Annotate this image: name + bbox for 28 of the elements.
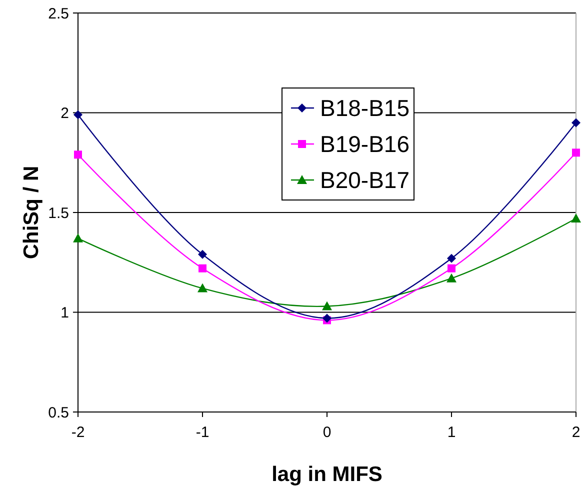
x-tick-label: -1 [196, 424, 210, 441]
point [447, 254, 456, 263]
y-tick-label: 2 [60, 105, 69, 122]
point [572, 118, 580, 128]
point [322, 301, 332, 310]
point [74, 150, 82, 159]
point [446, 273, 456, 282]
x-tick-label: 0 [322, 424, 332, 441]
legend-label: B20-B17 [320, 167, 410, 194]
x-tick-label: 2 [572, 424, 580, 441]
x-axis-title: lag in MIFS [272, 463, 382, 486]
y-tick-label: 2.5 [48, 5, 69, 22]
point [73, 233, 83, 242]
y-tick-label: 1 [60, 304, 69, 322]
legend-label: B19-B16 [320, 131, 410, 158]
point [571, 213, 581, 222]
legend-label: B18-B15 [320, 95, 410, 122]
y-axis-title: ChiSq / N [20, 166, 43, 260]
point [198, 264, 206, 272]
point [572, 148, 580, 157]
point [198, 250, 207, 259]
point [322, 314, 332, 323]
point [448, 264, 456, 272]
y-tick-label: 0.5 [48, 404, 69, 422]
x-tick-label: -2 [71, 424, 85, 441]
y-tick-label: 1.5 [48, 204, 69, 222]
x-tick-label: 1 [447, 424, 456, 441]
point [198, 283, 208, 292]
